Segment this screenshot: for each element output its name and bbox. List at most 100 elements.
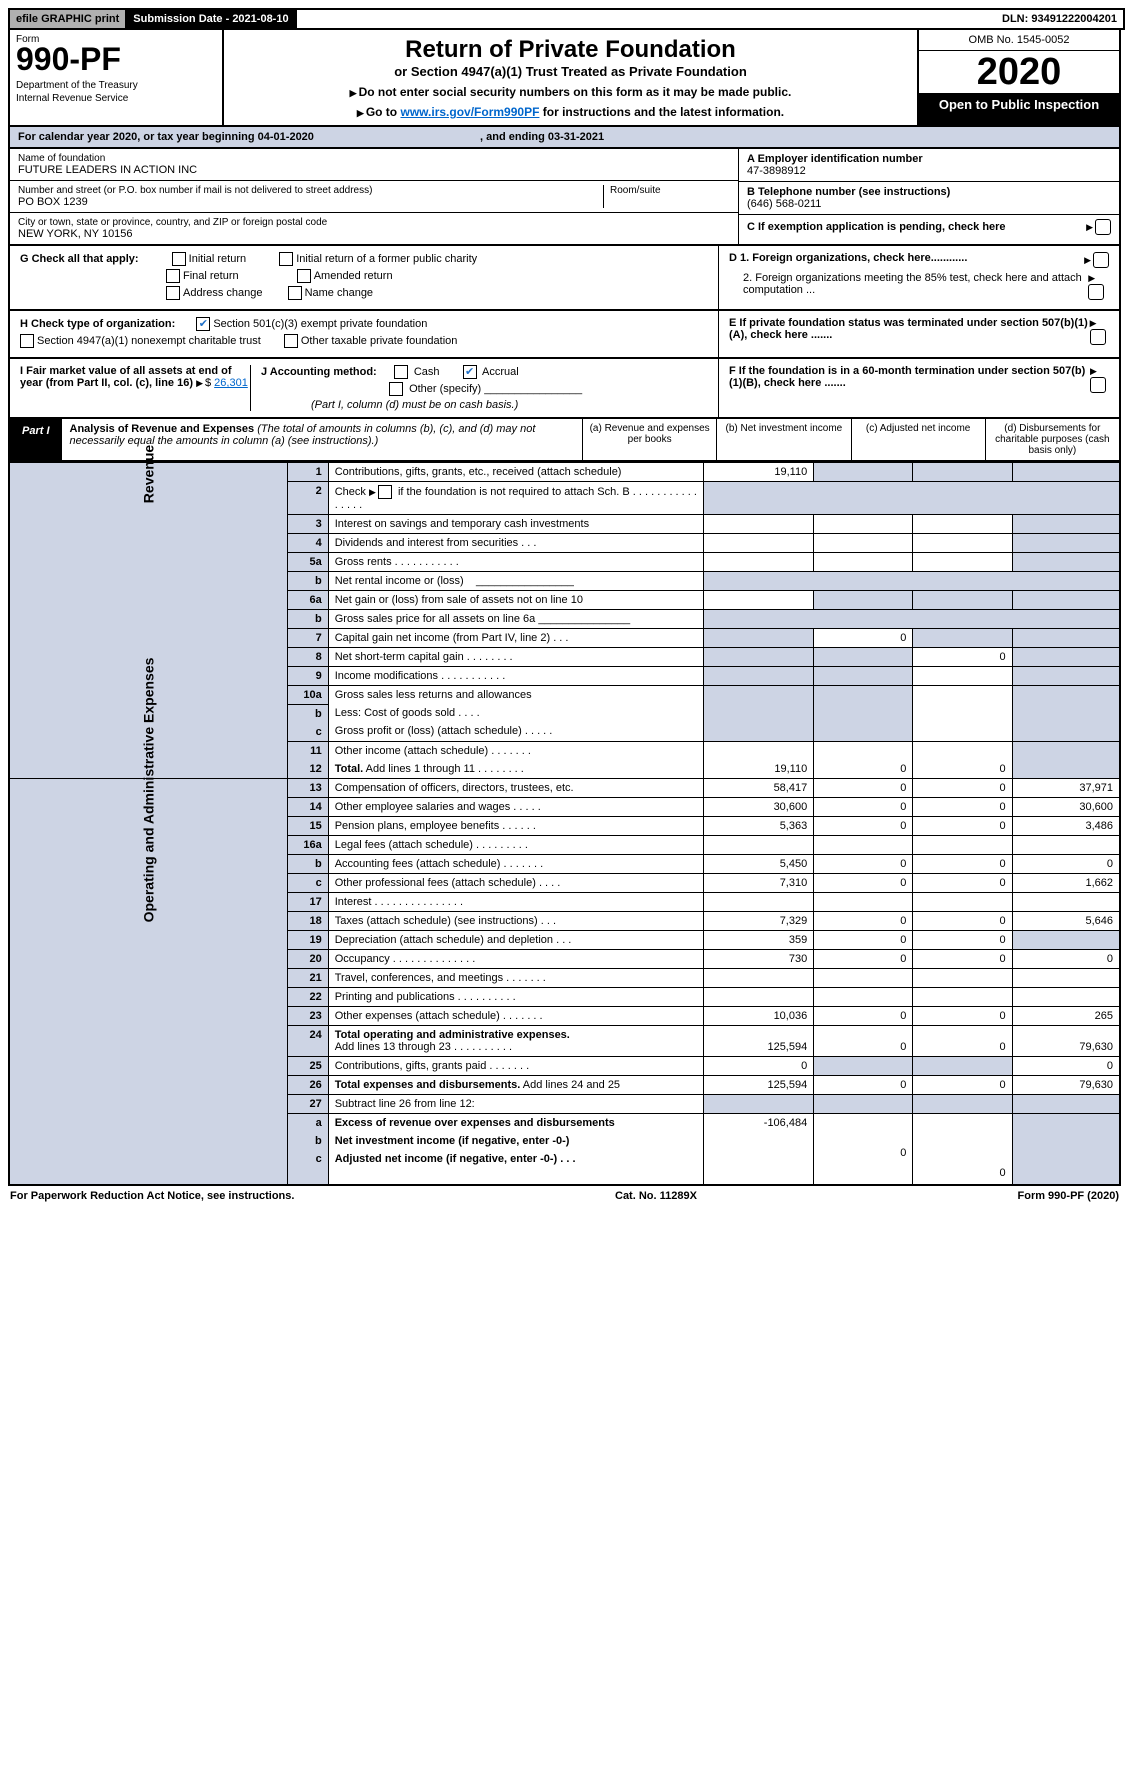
j-section: J Accounting method: Cash ✔ Accrual Othe… xyxy=(250,365,708,411)
footer-center: Cat. No. 11289X xyxy=(615,1190,697,1202)
cb-cash[interactable] xyxy=(394,365,408,379)
cb-final-return[interactable] xyxy=(166,269,180,283)
part-i-header: Part I Analysis of Revenue and Expenses … xyxy=(8,419,1121,462)
lbl-name-change: Name change xyxy=(305,287,374,299)
col-d-header: (d) Disbursements for charitable purpose… xyxy=(985,419,1119,460)
spacer xyxy=(297,10,996,28)
lbl-other-taxable: Other taxable private foundation xyxy=(301,335,458,347)
phone-value: (646) 568-0211 xyxy=(747,198,1111,210)
city-label: City or town, state or province, country… xyxy=(18,217,730,228)
lbl-address-change: Address change xyxy=(183,287,263,299)
row-13: Operating and Administrative Expenses 13… xyxy=(9,779,1120,798)
note-link: Go to www.irs.gov/Form990PF for instruct… xyxy=(230,105,911,119)
part-i-table: Revenue 1 Contributions, gifts, grants, … xyxy=(8,462,1121,1186)
f-label: F If the foundation is in a 60-month ter… xyxy=(729,365,1090,411)
lbl-initial: Initial return xyxy=(189,253,246,265)
cb-e[interactable] xyxy=(1090,329,1106,345)
d1-label: D 1. Foreign organizations, check here..… xyxy=(729,252,967,268)
lbl-other: Other (specify) xyxy=(409,383,481,395)
cb-schb[interactable] xyxy=(378,485,392,499)
checkboxes-row-he: H Check type of organization: ✔Section 5… xyxy=(8,311,1121,359)
dln: DLN: 93491222004201 xyxy=(996,10,1123,28)
cb-amended[interactable] xyxy=(297,269,311,283)
col-c-header: (c) Adjusted net income xyxy=(851,419,985,460)
header-left: Form 990-PF Department of the Treasury I… xyxy=(10,30,224,125)
i-section: I Fair market value of all assets at end… xyxy=(20,365,250,411)
cb-d2[interactable] xyxy=(1088,284,1104,300)
page-footer: For Paperwork Reduction Act Notice, see … xyxy=(8,1186,1121,1206)
lbl-cash: Cash xyxy=(414,366,440,378)
d-section: D 1. Foreign organizations, check here..… xyxy=(719,246,1119,309)
i-value: 26,301 xyxy=(214,377,248,389)
note-ssn: Do not enter social security numbers on … xyxy=(230,85,911,99)
ij-section: I Fair market value of all assets at end… xyxy=(10,359,719,417)
j-label: J Accounting method: xyxy=(261,366,377,378)
cb-other-method[interactable] xyxy=(389,382,403,396)
r1-a: 19,110 xyxy=(703,463,813,482)
dept-irs: Internal Revenue Service xyxy=(16,93,216,104)
g-section: G Check all that apply: Initial return I… xyxy=(10,246,719,309)
cb-d1[interactable] xyxy=(1093,252,1109,268)
lbl-amended: Amended return xyxy=(314,270,393,282)
cb-initial-former[interactable] xyxy=(279,252,293,266)
city-value: NEW YORK, NY 10156 xyxy=(18,228,730,240)
g-label: G Check all that apply: xyxy=(20,253,139,265)
cb-accrual[interactable]: ✔ xyxy=(463,365,477,379)
h-section: H Check type of organization: ✔Section 5… xyxy=(10,311,719,357)
cb-name-change[interactable] xyxy=(288,286,302,300)
note-link-post: for instructions and the latest informat… xyxy=(539,105,784,119)
phone-cell: B Telephone number (see instructions) (6… xyxy=(739,182,1119,215)
checkboxes-row-gd: G Check all that apply: Initial return I… xyxy=(8,246,1121,311)
tax-year: 2020 xyxy=(919,51,1119,93)
part-i-label: Part I xyxy=(10,419,62,460)
e-label: E If private foundation status was termi… xyxy=(729,317,1090,351)
ein-cell: A Employer identification number 47-3898… xyxy=(739,149,1119,182)
col-a-header: (a) Revenue and expenses per books xyxy=(582,419,716,460)
expenses-label: Operating and Administrative Expenses xyxy=(9,779,287,1186)
foundation-name: FUTURE LEADERS IN ACTION INC xyxy=(18,164,730,176)
cb-f[interactable] xyxy=(1090,377,1106,393)
entity-left: Name of foundation FUTURE LEADERS IN ACT… xyxy=(10,149,739,244)
exemption-cell: C If exemption application is pending, c… xyxy=(739,215,1119,239)
address-cell: Number and street (or P.O. box number if… xyxy=(10,181,738,213)
j-note: (Part I, column (d) must be on cash basi… xyxy=(311,399,708,411)
desc-1: Contributions, gifts, grants, etc., rece… xyxy=(328,463,703,482)
efile-badge: efile GRAPHIC print xyxy=(10,10,127,28)
ein-label: A Employer identification number xyxy=(747,153,1111,165)
ijf-row: I Fair market value of all assets at end… xyxy=(8,359,1121,419)
form-subtitle: or Section 4947(a)(1) Trust Treated as P… xyxy=(230,64,911,79)
lbl-accrual: Accrual xyxy=(482,366,519,378)
omb-number: OMB No. 1545-0052 xyxy=(919,30,1119,51)
row-1: Revenue 1 Contributions, gifts, grants, … xyxy=(9,463,1120,482)
address-value: PO BOX 1239 xyxy=(18,196,603,208)
exemption-label: C If exemption application is pending, c… xyxy=(747,221,1006,233)
cb-initial-return[interactable] xyxy=(172,252,186,266)
footer-left: For Paperwork Reduction Act Notice, see … xyxy=(10,1190,294,1202)
calendar-year-row: For calendar year 2020, or tax year begi… xyxy=(8,127,1121,149)
cb-4947a1[interactable] xyxy=(20,334,34,348)
col-b-header: (b) Net investment income xyxy=(716,419,850,460)
foundation-name-cell: Name of foundation FUTURE LEADERS IN ACT… xyxy=(10,149,738,181)
cb-501c3[interactable]: ✔ xyxy=(196,317,210,331)
top-bar: efile GRAPHIC print Submission Date - 20… xyxy=(8,8,1125,30)
f-section: F If the foundation is in a 60-month ter… xyxy=(719,359,1119,417)
e-section: E If private foundation status was termi… xyxy=(719,311,1119,357)
open-public-badge: Open to Public Inspection xyxy=(919,93,1119,125)
ln-2: 2 xyxy=(287,482,328,515)
header-center: Return of Private Foundation or Section … xyxy=(224,30,917,125)
lbl-final: Final return xyxy=(183,270,239,282)
note-link-pre: Go to xyxy=(366,105,401,119)
dept-treasury: Department of the Treasury xyxy=(16,80,216,91)
form-number: 990-PF xyxy=(16,41,216,78)
cb-other-taxable[interactable] xyxy=(284,334,298,348)
irs-link[interactable]: www.irs.gov/Form990PF xyxy=(400,105,539,119)
exemption-checkbox[interactable] xyxy=(1095,219,1111,235)
cal-year-begin: For calendar year 2020, or tax year begi… xyxy=(18,131,314,143)
entity-block: Name of foundation FUTURE LEADERS IN ACT… xyxy=(8,149,1121,246)
city-cell: City or town, state or province, country… xyxy=(10,213,738,244)
r1-d xyxy=(1012,463,1120,482)
desc-2: Check if the foundation is not required … xyxy=(328,482,703,515)
h-label: H Check type of organization: xyxy=(20,318,175,330)
cb-address-change[interactable] xyxy=(166,286,180,300)
room-label: Room/suite xyxy=(610,185,730,196)
